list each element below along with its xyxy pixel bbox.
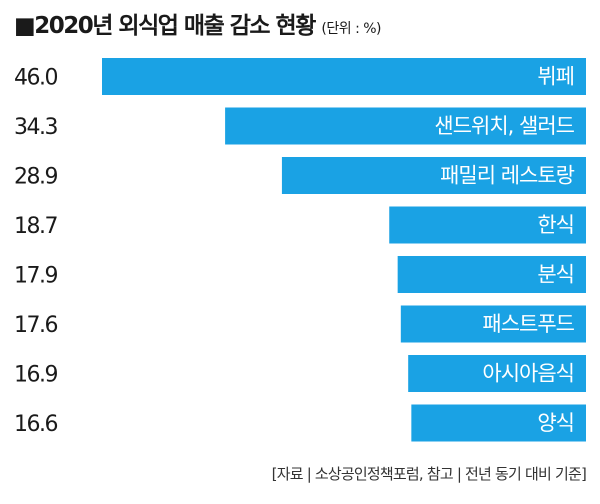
bar-2: [281, 157, 586, 194]
unit-label: (단위 : %): [321, 21, 382, 37]
bar-label-6: 아시아음식: [482, 362, 574, 386]
value-label-3: 18.7: [14, 214, 57, 239]
bar-5: [400, 305, 586, 343]
bar-3: [389, 206, 586, 244]
bar-label-5: 패스트푸드: [482, 312, 574, 336]
bar-label-7: 양식: [537, 411, 574, 435]
bar-label-0: 뷔페: [537, 65, 574, 89]
source-note: [자료 | 소상공인정책포럼, 참고 | 전년 동기 대비 기준]: [271, 465, 587, 483]
value-label-7: 16.6: [14, 412, 57, 437]
chart-title: ■2020년 외식업 매출 감소 현황 (단위 : %): [14, 6, 382, 40]
bar-label-4: 분식: [537, 263, 574, 287]
value-label-4: 17.9: [14, 264, 57, 289]
bar-label-3: 한식: [537, 213, 574, 237]
bar-label-2: 패밀리 레스토랑: [440, 164, 575, 188]
value-label-2: 28.9: [14, 165, 57, 190]
bar-7: [411, 404, 586, 442]
bar-0: [102, 58, 586, 95]
value-label-0: 46.0: [14, 66, 57, 91]
title-text: 2020년 외식업 매출 감소 현황: [34, 13, 316, 39]
bar-label-1: 샌드위치, 샐러드: [434, 114, 574, 138]
value-label-5: 17.6: [14, 313, 57, 338]
bar-1: [225, 107, 586, 145]
value-label-6: 16.9: [14, 363, 57, 388]
bar-4: [397, 256, 586, 293]
bar-6: [408, 355, 586, 392]
title-bullet: ■: [14, 13, 36, 39]
value-label-1: 34.3: [14, 115, 57, 140]
